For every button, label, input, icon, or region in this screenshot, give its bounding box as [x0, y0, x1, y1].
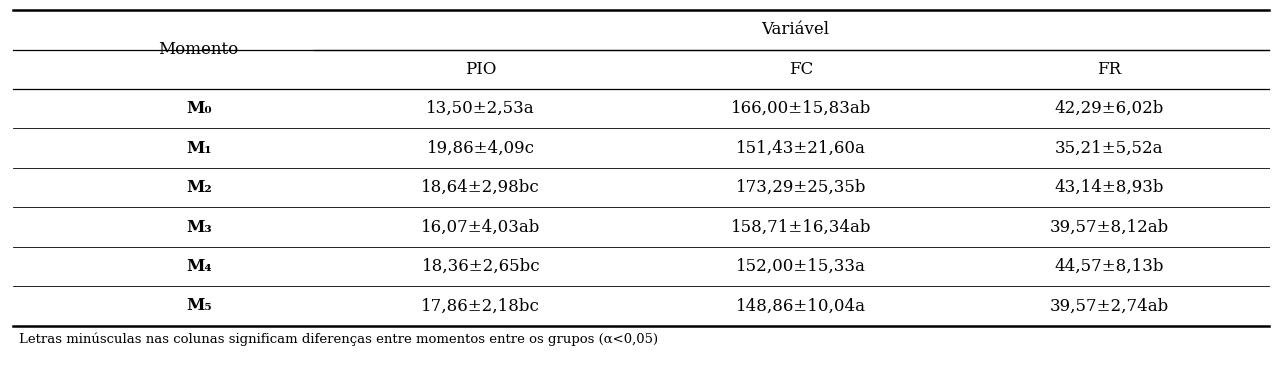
Text: M₂: M₂ — [186, 179, 212, 196]
Text: 148,86±10,04a: 148,86±10,04a — [736, 297, 867, 314]
Text: 19,86±4,09c: 19,86±4,09c — [427, 140, 535, 157]
Text: 152,00±15,33a: 152,00±15,33a — [736, 258, 867, 275]
Text: 39,57±8,12ab: 39,57±8,12ab — [1049, 219, 1169, 235]
Text: 173,29±25,35b: 173,29±25,35b — [736, 179, 867, 196]
Text: Momento: Momento — [159, 41, 238, 58]
Text: M₀: M₀ — [186, 100, 212, 117]
Text: FC: FC — [790, 61, 813, 78]
Text: PIO: PIO — [465, 61, 496, 78]
Text: 43,14±8,93b: 43,14±8,93b — [1054, 179, 1164, 196]
Text: 16,07±4,03ab: 16,07±4,03ab — [420, 219, 541, 235]
Text: 18,64±2,98bc: 18,64±2,98bc — [422, 179, 540, 196]
Text: 44,57±8,13b: 44,57±8,13b — [1054, 258, 1164, 275]
Text: 17,86±2,18bc: 17,86±2,18bc — [422, 297, 540, 314]
Text: Variável: Variável — [760, 22, 829, 38]
Text: Letras minúsculas nas colunas significam diferenças entre momentos entre os grup: Letras minúsculas nas colunas significam… — [19, 333, 659, 346]
Text: M₅: M₅ — [186, 297, 212, 314]
Text: M₃: M₃ — [186, 219, 212, 235]
Text: M₄: M₄ — [186, 258, 212, 275]
Text: 42,29±6,02b: 42,29±6,02b — [1054, 100, 1164, 117]
Text: 35,21±5,52a: 35,21±5,52a — [1055, 140, 1163, 157]
Text: 39,57±2,74ab: 39,57±2,74ab — [1049, 297, 1169, 314]
Text: 151,43±21,60a: 151,43±21,60a — [736, 140, 867, 157]
Text: 18,36±2,65bc: 18,36±2,65bc — [422, 258, 540, 275]
Text: 166,00±15,83ab: 166,00±15,83ab — [731, 100, 872, 117]
Text: M₁: M₁ — [186, 140, 212, 157]
Text: 13,50±2,53a: 13,50±2,53a — [427, 100, 535, 117]
Text: 158,71±16,34ab: 158,71±16,34ab — [731, 219, 872, 235]
Text: FR: FR — [1097, 61, 1120, 78]
